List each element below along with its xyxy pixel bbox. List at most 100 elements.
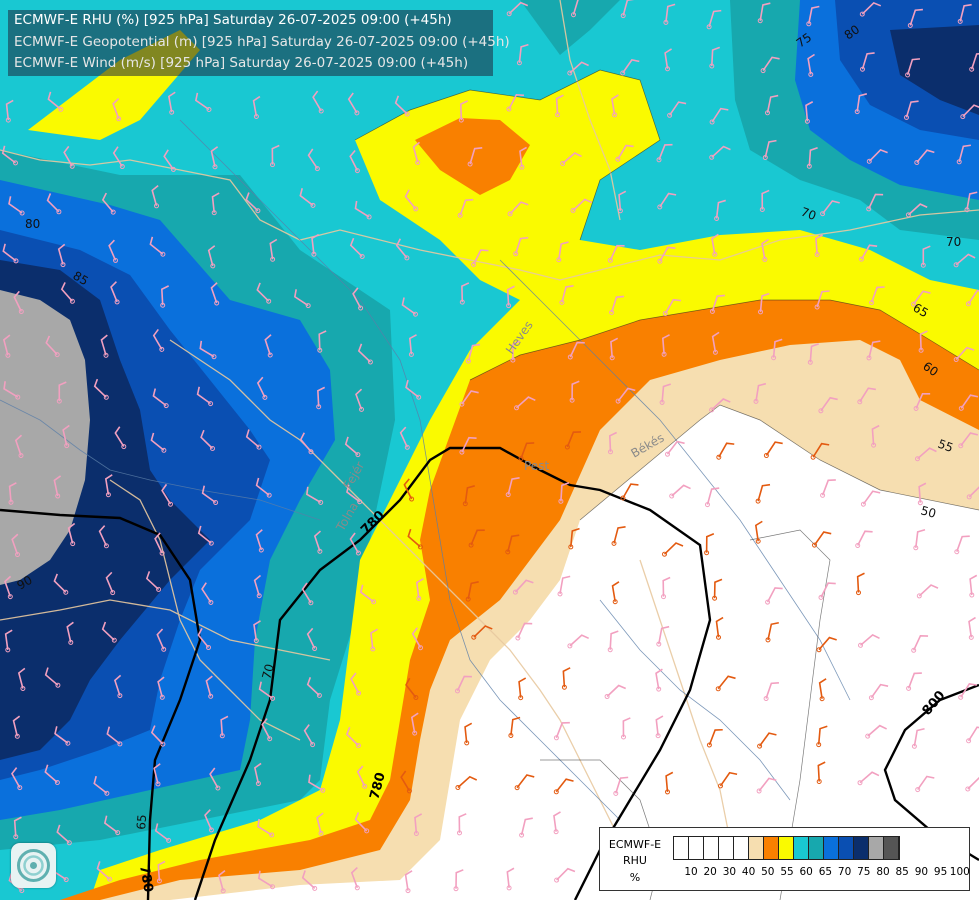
wind-barb — [156, 628, 167, 652]
wind-barb — [911, 634, 929, 653]
wind-barb — [559, 285, 574, 305]
legend-swatch — [839, 837, 854, 859]
wind-barb — [816, 636, 837, 653]
wind-barb — [306, 677, 322, 698]
wind-barb — [201, 485, 219, 505]
wind-barb — [966, 289, 979, 307]
legend-swatches — [673, 836, 900, 860]
legend-swatch — [764, 837, 779, 859]
wind-barb — [918, 330, 928, 353]
wind-barb — [103, 815, 121, 836]
wind-barb — [818, 396, 838, 414]
wind-barb — [462, 485, 475, 507]
wind-barb — [13, 290, 24, 314]
wind-barb — [54, 726, 71, 746]
legend-title-variable: RHU — [623, 854, 647, 867]
legend-swatch — [704, 837, 719, 859]
wind-barb — [163, 149, 176, 172]
legend-ticks: 10 20 30 40 50 55 60 65 70 75 80 85 90 95 100 — [673, 866, 970, 880]
wind-barb — [760, 56, 780, 74]
wind-barb — [510, 340, 521, 363]
wind-barb — [106, 726, 123, 747]
legend-swatch — [719, 837, 734, 859]
wind-barb — [167, 91, 176, 115]
wind-barb — [110, 281, 120, 305]
wind-barb — [906, 672, 922, 691]
wind-barb — [346, 726, 361, 748]
wind-barb — [964, 191, 978, 213]
rhu-contour-label: 65 — [134, 814, 149, 830]
wind-barb — [253, 574, 262, 599]
rhu-legend: ECMWF-E RHU % 10 20 30 40 50 55 60 65 70 75 80 85 90… — [599, 827, 970, 891]
wind-barb — [759, 189, 770, 212]
wind-barb — [518, 442, 535, 461]
wind-barb — [8, 196, 25, 216]
wind-barb — [306, 627, 318, 651]
wind-barb — [820, 200, 840, 217]
wind-barb — [465, 343, 481, 364]
wind-barb — [508, 716, 521, 738]
wind-barb — [93, 775, 110, 796]
wind-barb — [261, 718, 273, 742]
wind-barb — [514, 774, 535, 791]
wind-barb — [3, 381, 21, 400]
wind-barb — [611, 94, 619, 118]
legend-tick: 90 — [914, 866, 929, 878]
wind-barb — [569, 380, 580, 403]
legend-swatch — [734, 837, 749, 859]
wind-barb — [516, 43, 529, 66]
wind-barb — [564, 431, 581, 450]
wind-barb — [156, 860, 166, 884]
wind-barb — [755, 483, 771, 504]
wind-barb — [611, 525, 626, 546]
wind-barb — [96, 861, 113, 882]
wind-barb — [316, 386, 326, 410]
rhu-contour-label: 80 — [25, 217, 40, 231]
wind-barb — [761, 238, 769, 262]
wind-barb — [567, 61, 589, 76]
wind-barb — [160, 285, 170, 308]
wind-barb — [553, 778, 574, 795]
wind-barb — [512, 579, 534, 595]
wind-barb — [857, 771, 880, 786]
legend-tick: 60 — [799, 866, 813, 878]
wind-barb — [399, 426, 410, 450]
wind-barb — [506, 867, 515, 891]
wind-barb — [56, 824, 72, 846]
wind-barb — [816, 725, 828, 748]
legend-tick: 30 — [722, 866, 737, 878]
legend-tick: 95 — [933, 866, 948, 878]
wind-barb — [457, 813, 467, 836]
wind-barb — [756, 777, 777, 794]
wind-barb — [763, 682, 779, 701]
wind-barb — [47, 91, 64, 112]
geopotential-label: 780 — [367, 771, 389, 801]
wind-barb — [915, 447, 937, 462]
wind-barb — [458, 100, 469, 123]
wind-barb — [557, 575, 571, 597]
legend-swatch — [749, 837, 764, 859]
wind-barb — [394, 95, 410, 117]
wind-barb — [196, 386, 214, 407]
wind-barb — [313, 530, 323, 554]
wind-barb — [56, 381, 67, 404]
wind-barb — [413, 813, 423, 836]
wind-barb — [199, 340, 217, 360]
legend-swatch — [854, 837, 869, 859]
wind-barb — [558, 482, 570, 504]
wind-barb — [157, 676, 165, 700]
wind-barb — [464, 722, 473, 746]
wind-barb — [197, 627, 211, 650]
wind-barb — [553, 811, 561, 835]
wind-barb — [255, 529, 264, 553]
wind-barb — [218, 870, 226, 894]
legend-swatch — [884, 837, 899, 859]
wind-barb — [716, 442, 735, 460]
rhu-zone-75-80 — [520, 0, 620, 55]
wind-barb — [114, 426, 127, 450]
wind-barb — [211, 192, 220, 216]
wind-barb — [17, 667, 26, 691]
wind-barb — [656, 625, 670, 647]
wind-barb — [108, 239, 118, 263]
